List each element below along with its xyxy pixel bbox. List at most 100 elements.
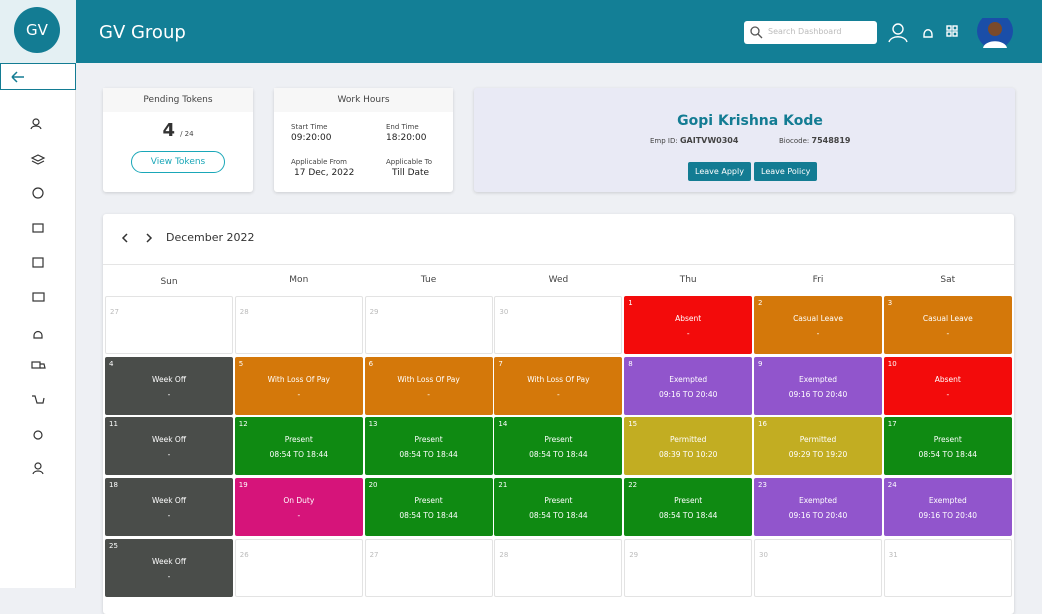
status: Week Off [151,557,186,566]
header: GV Group Search Dashboard [76,0,1042,63]
month-title: December 2022 [166,231,255,244]
day-cell: 31 [883,539,1012,597]
day-number: 5 [238,360,244,368]
status: Absent [675,314,702,323]
weekday-label: Sat [940,275,956,285]
time: - [167,450,171,459]
label: Applicable From [291,158,347,166]
label: Applicable To [386,158,432,166]
weekday-label: Mon [289,275,309,285]
day-number: 6 [368,360,374,368]
time: 09:29 TO 19:20 [788,450,848,459]
status: Present [544,496,573,505]
weekday-label: Wed [548,275,569,285]
day-number: 7 [498,360,503,368]
brand-title: GV Group [99,22,186,43]
day-cell: 24 Exempted 09:16 TO 20:40 [883,478,1012,536]
value: 09:20:00 [291,133,332,143]
status: Exempted [799,375,837,384]
time: 08:54 TO 18:44 [658,511,718,520]
leave-policy-button[interactable]: Leave Policy [754,162,818,181]
label: Emp ID: [650,137,678,145]
time: - [816,329,820,338]
day-number: 28 [239,308,249,316]
day-cell: 16 Permitted 09:29 TO 19:20 [754,417,882,475]
day-number: 29 [629,551,639,559]
day-number: 11 [109,420,118,428]
status: Week Off [151,496,186,505]
day-number: 16 [758,420,767,428]
day-cell: 1 Absent - [624,296,753,354]
status: On Duty [283,496,315,505]
day-number: 18 [109,481,118,489]
status: With Loss Of Pay [267,375,330,384]
day-cell: 22 Present 08:54 TO 18:44 [624,478,753,536]
weekday-label: Fri [812,275,824,285]
time: 08:54 TO 18:44 [399,450,458,459]
day-cell: 27 [105,296,233,354]
day-cell: 8 Exempted 09:16 TO 20:40 [624,357,753,415]
time: 09:16 TO 20:40 [918,511,978,520]
time: - [297,390,301,399]
search-icon [750,26,763,39]
day-number: 31 [888,551,898,559]
day-number: 22 [628,481,638,489]
status: Absent [934,375,961,384]
day-number: 27 [369,551,379,559]
day-cell: 17 Present 08:54 TO 18:44 [883,417,1012,475]
day-cell: 23 Exempted 09:16 TO 20:40 [754,478,882,536]
day-cell: 18 Week Off - [105,478,233,536]
time: 09:16 TO 20:40 [788,390,848,399]
time: 08:54 TO 18:44 [399,511,458,520]
status: Week Off [151,435,186,444]
status: Week Off [151,375,186,384]
day-cell: 26 [234,539,363,597]
day-cell: 25 Week Off - [105,539,233,597]
label: Biocode: [779,137,810,145]
leave-apply-button[interactable]: Leave Apply [688,162,751,181]
day-cell: 2 Casual Leave - [754,296,882,354]
time: - [686,329,690,338]
month-nav[interactable] [119,231,159,245]
time: 08:39 TO 10:20 [658,450,718,459]
time: 08:54 TO 18:44 [918,450,978,459]
status: Present [414,496,443,505]
value: 7548819 [811,136,851,145]
time: 08:54 TO 18:44 [529,450,588,459]
day-cell: 11 Week Off - [105,417,233,475]
card-title: Work Hours [274,88,453,112]
day-number: 21 [498,481,508,489]
value: 18:20:00 [386,133,427,143]
status: Present [674,496,703,505]
time: 08:54 TO 18:44 [529,511,588,520]
day-cell: 15 Permitted 08:39 TO 10:20 [624,417,753,475]
label: End Time [386,123,419,131]
time: - [167,390,171,399]
day-number: 14 [498,420,508,428]
time: 09:16 TO 20:40 [788,511,848,520]
day-cell: 21 Present 08:54 TO 18:44 [494,478,623,536]
day-cell: 9 Exempted 09:16 TO 20:40 [754,357,882,415]
value: GAITVW0304 [679,136,739,145]
day-number: 28 [499,551,509,559]
status: With Loss Of Pay [397,375,460,384]
day-cell: 27 [364,539,493,597]
token-total: / 24 [180,130,194,138]
emp-id-row: Emp ID: GAITVW0304 [650,136,738,145]
day-number: 27 [110,308,119,316]
card-title: Pending Tokens [103,88,253,112]
status: Permitted [669,435,707,444]
search-box[interactable]: Search Dashboard [744,21,877,44]
day-number: 13 [368,420,378,428]
time: - [946,390,950,399]
day-cell: 5 With Loss Of Pay - [234,357,363,415]
day-number: 29 [369,308,379,316]
status: With Loss Of Pay [527,375,590,384]
day-cell: 30 [494,296,623,354]
weekday-label: Sun [160,277,178,287]
view-tokens-button[interactable]: View Tokens [131,151,225,173]
day-number: 20 [368,481,378,489]
day-cell: 14 Present 08:54 TO 18:44 [494,417,623,475]
logo[interactable]: GV [14,7,60,53]
